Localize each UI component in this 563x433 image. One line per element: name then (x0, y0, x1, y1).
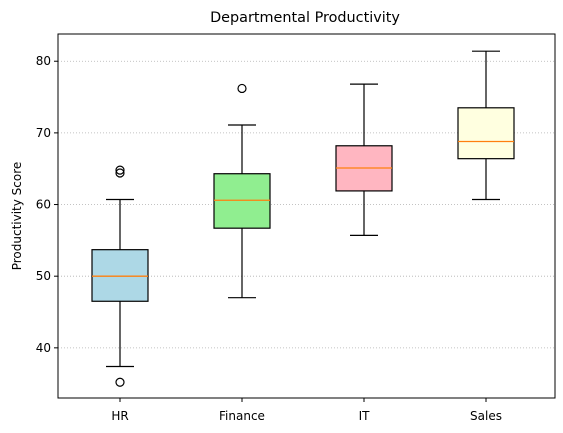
y-tick-label: 60 (36, 198, 51, 212)
iqr-box (457, 107, 515, 160)
y-tick-label: 80 (36, 54, 51, 68)
box-group-it (335, 83, 393, 236)
x-tick-label: HR (111, 409, 128, 423)
x-tick-label: Sales (470, 409, 502, 423)
y-axis-label: Productivity Score (10, 162, 24, 271)
x-tick-label: Finance (219, 409, 265, 423)
y-tick-label: 40 (36, 341, 51, 355)
iqr-box (91, 249, 149, 302)
iqr-box (213, 173, 271, 229)
x-tick-label: IT (359, 409, 371, 423)
outlier-point (115, 168, 125, 178)
box-group-sales (457, 50, 515, 201)
grid-lines (58, 60, 555, 349)
plot-frame (57, 33, 556, 399)
box-group-finance (213, 83, 271, 299)
y-tick-label: 70 (36, 126, 51, 140)
box-group-hr (91, 165, 149, 387)
y-tick-label: 50 (36, 269, 51, 283)
chart-title: Departmental Productivity (210, 10, 400, 26)
outlier-point (115, 377, 125, 387)
y-axis-ticks: 40 50 60 70 80 (36, 54, 58, 355)
outlier-point (237, 83, 247, 94)
outlier-point (115, 165, 125, 175)
x-axis-ticks: HR Finance IT Sales (111, 398, 502, 423)
boxes (91, 50, 515, 387)
